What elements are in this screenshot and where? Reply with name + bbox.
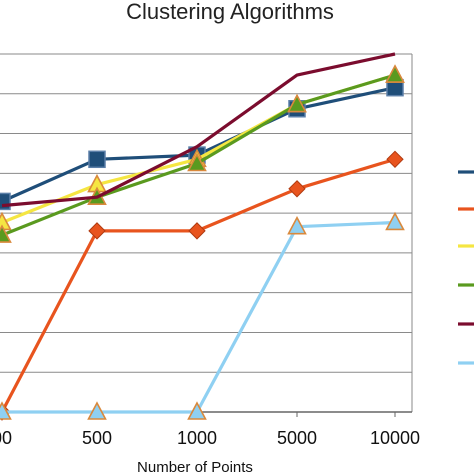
- legend: [458, 170, 474, 365]
- series-2: [0, 150, 404, 421]
- series-line: [2, 220, 396, 414]
- data-point-diamond: [288, 180, 306, 198]
- grid-lines: [0, 53, 412, 413]
- x-tick-label: 10000: [370, 428, 420, 448]
- data-point-triangle: [287, 215, 307, 235]
- series-6: [0, 211, 405, 420]
- series-lines: [0, 52, 405, 421]
- data-point-diamond: [188, 222, 206, 240]
- data-point-triangle: [385, 64, 405, 83]
- data-point-triangle: [0, 401, 12, 420]
- x-tick-labels: 00 500 1000 5000 10000: [0, 428, 420, 448]
- x-axis-label: Number of Points: [137, 459, 253, 474]
- data-point-triangle: [385, 211, 405, 231]
- data-point-triangle: [0, 224, 12, 243]
- series-4: [0, 64, 405, 243]
- data-point-triangle: [287, 93, 307, 113]
- series-line: [0, 157, 396, 413]
- x-tick-label: 00: [0, 428, 12, 448]
- data-point-triangle: [187, 152, 207, 172]
- series-5: [1, 52, 396, 208]
- x-tick-label: 500: [82, 428, 112, 448]
- chart-title: Clustering Algorithms: [126, 0, 334, 24]
- axes: [0, 54, 413, 417]
- data-point-square: [88, 150, 106, 169]
- data-point-diamond: [88, 222, 106, 240]
- x-tick-label: 1000: [177, 428, 217, 448]
- data-point-triangle: [187, 401, 207, 420]
- series-line: [1, 52, 396, 208]
- data-point-triangle: [87, 401, 107, 420]
- data-point-square: [0, 192, 11, 211]
- data-point-diamond: [386, 150, 404, 169]
- x-tick-label: 5000: [277, 428, 317, 448]
